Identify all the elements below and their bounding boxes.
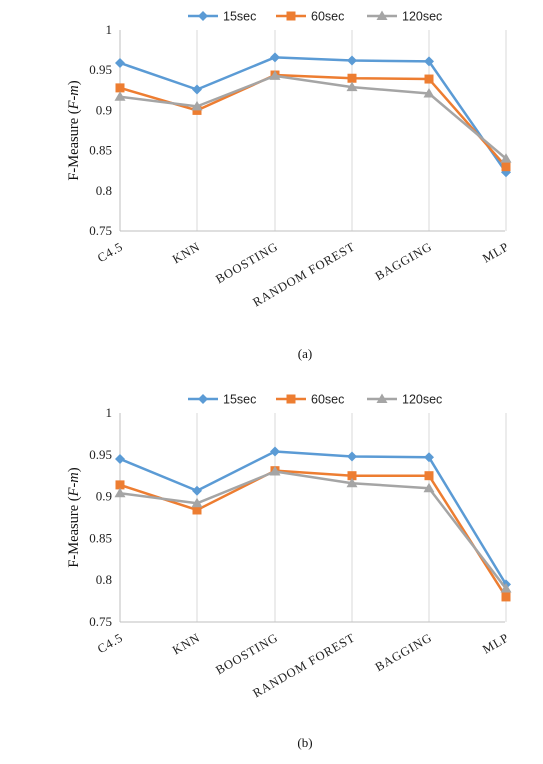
y-tick-label: 0.8 — [96, 183, 112, 198]
data-point-60sec — [424, 471, 434, 481]
data-point-15sec — [115, 57, 125, 68]
legend-label: 120sec — [402, 393, 442, 407]
data-point-60sec — [347, 73, 357, 83]
data-point-120sec — [500, 153, 512, 163]
data-point-15sec — [192, 84, 202, 95]
data-point-60sec — [501, 592, 511, 602]
data-point-15sec — [347, 451, 357, 462]
legend-item-120sec: 120sec — [367, 10, 442, 24]
data-point-15sec — [270, 52, 280, 63]
legend-marker — [376, 10, 388, 20]
legend-marker — [376, 393, 388, 403]
data-point-60sec — [192, 105, 202, 115]
y-axis-title: F-Measure (F-m) — [66, 80, 82, 180]
x-category-label: BOOSTING — [213, 630, 280, 677]
data-point-15sec — [424, 452, 434, 463]
legend-item-120sec: 120sec — [367, 393, 442, 407]
data-point-120sec — [346, 81, 358, 92]
y-tick-label: 0.75 — [89, 614, 112, 629]
data-point-120sec — [114, 487, 126, 498]
y-tick-label: 0.85 — [89, 530, 112, 545]
legend-label: 15sec — [223, 10, 256, 24]
x-category-label: KNN — [170, 239, 203, 266]
legend-item-15sec: 15sec — [188, 10, 256, 24]
data-point-60sec — [115, 480, 125, 490]
x-category-label: BAGGING — [373, 239, 435, 283]
legend-label: 60sec — [311, 393, 344, 407]
y-tick-label: 0.8 — [96, 572, 112, 587]
data-point-120sec — [191, 497, 203, 508]
series-line-15sec — [119, 450, 508, 586]
x-category-label: MLP — [480, 239, 511, 265]
x-category-label: C4.5 — [95, 239, 126, 265]
y-tick-label: 0.9 — [96, 489, 112, 504]
y-tick-label: 1 — [106, 405, 113, 420]
data-point-60sec — [424, 74, 434, 84]
legend-marker — [286, 11, 296, 21]
data-point-120sec — [191, 100, 203, 111]
data-point-60sec — [192, 505, 202, 515]
legend-label: 60sec — [311, 10, 344, 24]
data-point-60sec — [501, 162, 511, 172]
x-category-label: BAGGING — [373, 630, 435, 674]
series-line-60sec — [119, 469, 508, 598]
data-point-120sec — [423, 482, 435, 493]
legend-item-15sec: 15sec — [188, 393, 256, 407]
legend-marker — [286, 394, 296, 404]
y-tick-label: 0.95 — [89, 62, 112, 77]
y-tick-label: 0.85 — [89, 143, 112, 158]
x-category-label: BOOSTING — [213, 239, 280, 286]
y-tick-label: 0.9 — [96, 102, 112, 117]
series-line-60sec — [119, 73, 507, 168]
legend-label: 120sec — [402, 10, 442, 24]
series-line-120sec — [119, 470, 507, 590]
legend-item-60sec: 60sec — [276, 393, 344, 407]
data-point-15sec — [192, 485, 202, 496]
x-category-label: C4.5 — [95, 630, 126, 656]
data-point-120sec — [423, 88, 435, 98]
legend-item-60sec: 60sec — [276, 10, 344, 24]
data-point-15sec — [115, 453, 125, 464]
y-tick-label: 0.95 — [89, 447, 112, 462]
legend-marker — [198, 11, 208, 21]
data-point-120sec — [269, 466, 281, 476]
data-point-120sec — [114, 91, 126, 101]
data-point-120sec — [269, 70, 281, 80]
data-point-120sec — [346, 477, 358, 488]
data-point-15sec — [424, 56, 434, 67]
series-line-120sec — [119, 74, 507, 160]
y-tick-label: 0.75 — [89, 223, 112, 238]
legend-label: 15sec — [223, 393, 256, 407]
chart-caption: (b) — [297, 735, 312, 750]
x-category-label: KNN — [170, 630, 203, 657]
data-point-15sec — [270, 446, 280, 457]
series-line-15sec — [119, 56, 508, 174]
y-tick-label: 1 — [106, 22, 113, 37]
x-category-label: MLP — [480, 630, 511, 656]
data-point-120sec — [500, 583, 512, 593]
data-point-15sec — [347, 55, 357, 66]
data-point-60sec — [115, 83, 125, 93]
chart-caption: (a) — [298, 346, 312, 361]
data-point-60sec — [347, 471, 357, 481]
legend-marker — [198, 394, 208, 404]
y-axis-title: F-Measure (F-m) — [66, 467, 82, 567]
